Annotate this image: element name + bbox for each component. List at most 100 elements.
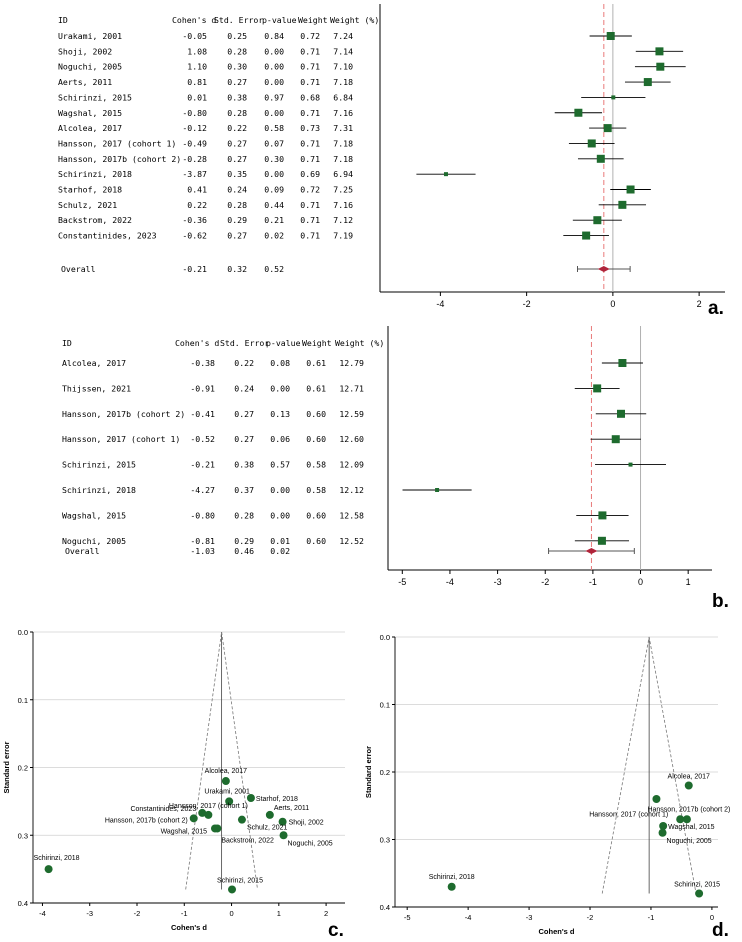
x-tick-label: -4 [39, 909, 46, 918]
funnel-plot-c: 0.0 0.1 0.2 0.3 0.4 -4 -3 -2 -1 0 1 2 Cohen's d Stand… [2, 628, 345, 941]
study-value: -0.38 [190, 358, 215, 368]
y-tick-label: 0.3 [380, 836, 390, 845]
study-value: 0.44 [264, 200, 284, 210]
study-value: 0.00 [270, 485, 290, 495]
study-value: 0.81 [187, 77, 207, 87]
study-value: 0.38 [234, 460, 254, 470]
study-label: Aerts, 2011 [58, 77, 112, 87]
study-value: 0.71 [300, 138, 320, 148]
data-point [189, 814, 198, 823]
study-value: 0.37 [234, 485, 254, 495]
point-label: Wagshal, 2015 [161, 828, 208, 835]
overall-value: 0.02 [270, 546, 290, 556]
study-value: 0.00 [264, 108, 284, 118]
study-value: 0.13 [270, 409, 290, 419]
y-tick-label: 0.3 [18, 831, 28, 840]
effect-marker [603, 124, 612, 133]
study-value: 7.31 [333, 123, 353, 133]
study-value: 6.94 [333, 169, 353, 179]
x-tick-label: 2 [697, 299, 702, 309]
x-tick-label: -1 [589, 577, 597, 587]
data-point [213, 824, 222, 833]
overall-diamond [597, 266, 610, 272]
y-tick-label: 0.2 [18, 764, 28, 773]
point-label: Alcolea, 2017 [668, 774, 711, 781]
study-value: 7.16 [333, 108, 353, 118]
effect-marker [618, 200, 627, 209]
study-value: 0.58 [264, 123, 284, 133]
x-tick-label: -5 [404, 913, 411, 922]
study-value: 0.71 [300, 46, 320, 56]
effect-marker [582, 231, 591, 240]
data-point [652, 795, 661, 803]
x-tick-label: -4 [436, 299, 444, 309]
y-tick-label: 0.4 [18, 899, 28, 908]
study-value: 0.02 [264, 231, 284, 241]
study-value: 0.00 [270, 383, 290, 393]
overall-value: 0.52 [264, 264, 284, 274]
column-header: Weight [298, 15, 328, 25]
study-value: 0.29 [227, 215, 247, 225]
study-value: 12.59 [339, 409, 364, 419]
panel-label: c. [328, 920, 344, 941]
study-label: Schulz, 2021 [58, 200, 117, 210]
x-tick-label: -3 [526, 913, 533, 922]
study-value: 0.01 [187, 92, 207, 102]
study-value: 0.71 [300, 77, 320, 87]
column-header: Cohen's d [172, 15, 216, 25]
data-point [228, 885, 237, 894]
effect-marker [606, 32, 615, 40]
y-tick-label: 0.2 [380, 768, 390, 777]
column-header: Std. Error [220, 338, 269, 348]
effect-marker [593, 216, 602, 225]
study-label: Hansson, 2017 (cohort 1) [62, 434, 180, 444]
study-label: Alcolea, 2017 [62, 358, 126, 368]
study-value: 0.61 [306, 358, 326, 368]
effect-marker [643, 78, 652, 87]
effect-marker [597, 536, 606, 545]
x-tick-label: -1 [648, 913, 655, 922]
y-axis-title: Standard error [364, 746, 373, 798]
effect-marker [618, 359, 627, 367]
funnel-boundary [601, 636, 697, 894]
x-tick-label: -3 [86, 909, 93, 918]
column-header: ID [58, 15, 68, 25]
x-axis-title: Cohen's d [539, 927, 575, 936]
study-label: Alcolea, 2017 [58, 123, 122, 133]
study-value: 7.10 [333, 62, 353, 72]
study-value: -0.41 [190, 409, 215, 419]
point-label: Schulz, 2021 [247, 825, 288, 832]
overall-value: -1.03 [190, 546, 215, 556]
study-value: 0.71 [300, 231, 320, 241]
y-tick-label: 0.1 [380, 701, 390, 710]
effect-marker [593, 384, 602, 393]
study-value: -0.05 [182, 31, 207, 41]
study-value: 7.24 [333, 31, 353, 41]
study-value: 7.18 [333, 138, 353, 148]
point-label: Schirinzi, 2015 [674, 882, 720, 889]
panel-label: b. [712, 591, 729, 612]
effect-marker [596, 154, 605, 163]
study-value: 0.71 [300, 154, 320, 164]
study-value: 0.22 [227, 123, 247, 133]
study-label: Hansson, 2017b (cohort 2) [62, 409, 185, 419]
overall-value: 0.32 [227, 264, 247, 274]
study-value: 0.57 [270, 460, 290, 470]
column-header: Weight (%) [335, 338, 384, 348]
effect-marker [655, 47, 664, 56]
x-tick-label: 0 [610, 299, 615, 309]
study-value: 0.27 [234, 409, 254, 419]
overall-value: -0.21 [182, 264, 207, 274]
study-value: -0.91 [190, 383, 215, 393]
point-label: Noguchi, 2005 [667, 838, 712, 845]
effect-marker [611, 95, 616, 100]
study-value: 12.58 [339, 510, 364, 520]
study-value: 0.29 [234, 536, 254, 546]
study-value: 6.84 [333, 92, 353, 102]
point-label: Schirinzi, 2018 [34, 855, 80, 862]
point-label: Hansson, 2017b (cohort 2) [647, 806, 730, 813]
study-label: Wagshal, 2015 [58, 108, 122, 118]
point-label: Urakami, 2001 [204, 788, 250, 795]
